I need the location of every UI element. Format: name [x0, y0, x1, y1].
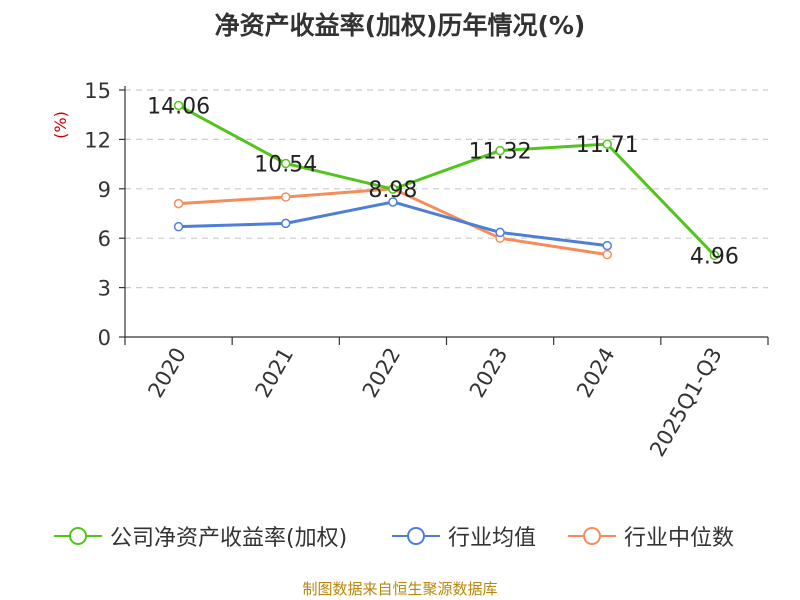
y-tick-label: 15 — [84, 79, 111, 103]
chart-title: 净资产收益率(加权)历年情况(%) — [214, 11, 586, 40]
data-point-industry-mean — [281, 218, 291, 229]
y-tick-label: 9 — [98, 178, 111, 202]
data-point-industry-mean — [602, 240, 612, 251]
source-note: 制图数据来自恒生聚源数据库 — [302, 580, 498, 598]
x-tick-label: 2021 — [251, 344, 299, 402]
data-point-company — [709, 250, 720, 261]
x-tick-label: 2023 — [465, 344, 513, 402]
y-axis-unit: (%) — [51, 111, 70, 139]
data-label: 4.96 — [690, 244, 739, 269]
data-label: 11.32 — [469, 140, 532, 165]
axes: 0 3 6 9 12 15 (%) 2020 2021 2022 2023 2024 2025Q1-Q3 — [51, 79, 769, 461]
legend-item-industry-mean[interactable]: 行业均值 — [390, 518, 536, 554]
data-point-industry-median — [602, 249, 612, 260]
y-tick-label: 6 — [98, 227, 111, 251]
data-point-industry-mean — [388, 197, 398, 207]
legend-label-industry-median: 行业中位数 — [624, 526, 735, 551]
data-point-industry-mean — [173, 221, 184, 232]
data-label: 11.71 — [576, 133, 639, 158]
legend-marker-industry-mean — [392, 527, 440, 545]
data-point-company — [173, 100, 184, 111]
data-point-industry-mean — [495, 227, 505, 238]
data-label: 14.06 — [147, 94, 210, 119]
data-point-company — [495, 145, 505, 156]
y-tick-label: 0 — [98, 326, 111, 350]
data-label: 10.54 — [254, 152, 317, 177]
data-point-industry-median — [281, 192, 291, 202]
data-point-company — [281, 158, 291, 169]
data-labels: 14.06 10.54 8.98 11.32 11.71 4.96 — [147, 94, 739, 269]
series-line-company — [177, 104, 716, 257]
y-tick-label: 12 — [84, 128, 111, 152]
legend-label-company: 公司净资产收益率(加权) — [110, 526, 348, 551]
data-point-industry-median — [173, 198, 184, 209]
data-point-company — [602, 139, 612, 149]
x-tick-label: 2024 — [572, 344, 620, 402]
legend-marker-company — [54, 527, 102, 545]
x-tick-label: 2020 — [143, 344, 191, 402]
legend-label-industry-mean: 行业均值 — [448, 526, 537, 551]
grid-lines — [125, 89, 768, 289]
x-tick-label: 2022 — [358, 344, 406, 402]
legend-item-industry-median[interactable]: 行业中位数 — [566, 518, 734, 554]
series-lines — [173, 100, 720, 261]
x-tick-label: 2025Q1-Q3 — [645, 344, 727, 461]
data-label: 8.98 — [368, 178, 417, 203]
legend-item-company[interactable]: 公司净资产收益率(加权) — [52, 518, 347, 554]
data-point-company — [388, 184, 398, 194]
legend-marker-industry-median — [568, 527, 616, 545]
series-line-industry-mean — [178, 200, 608, 248]
y-tick-label: 3 — [98, 277, 111, 301]
